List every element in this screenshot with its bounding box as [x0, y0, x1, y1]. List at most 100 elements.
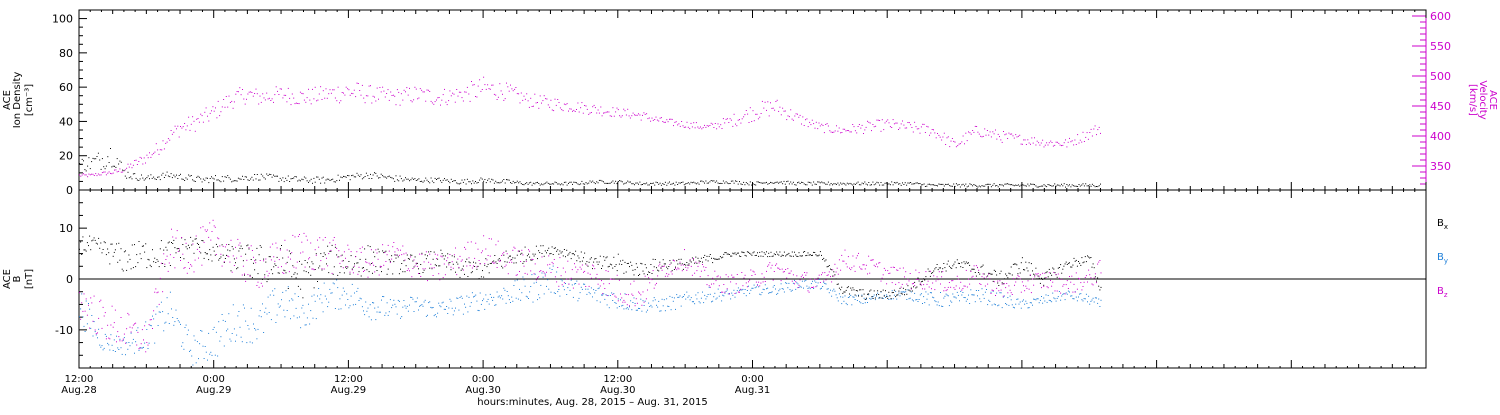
bx-series-point — [899, 287, 901, 289]
velocity-series-point — [1046, 142, 1048, 144]
by-series-point — [506, 291, 508, 292]
velocity-series-point — [797, 113, 798, 115]
density-series-point — [844, 183, 846, 185]
velocity-series-point — [545, 98, 547, 100]
bx-series-point — [109, 263, 111, 265]
density-series-point — [875, 183, 877, 185]
bz-series-point — [657, 275, 659, 277]
bz-series-point — [957, 278, 959, 280]
velocity-series-point — [497, 96, 499, 98]
density-series-point — [157, 176, 159, 178]
bz-series-point — [1062, 285, 1064, 287]
bz-series-point — [363, 271, 364, 272]
by-series-point — [116, 335, 117, 337]
bx-series-point — [1002, 283, 1004, 285]
bx-series-point — [580, 251, 582, 253]
bz-series-point — [1015, 281, 1017, 283]
density-series-point — [1024, 185, 1026, 187]
velocity-series-point — [747, 113, 749, 115]
bx-series-point — [402, 271, 404, 273]
velocity-series-point — [642, 114, 643, 116]
by-series-point — [130, 332, 132, 334]
by-series-point — [876, 295, 877, 297]
by-series-point — [670, 309, 672, 311]
bx-series-point — [354, 263, 355, 265]
by-series-point — [1079, 293, 1081, 295]
bx-series-point — [211, 260, 213, 262]
bz-series-point — [724, 291, 726, 293]
bz-series-point — [807, 290, 809, 292]
bz-series-point — [337, 256, 339, 258]
density-series-point — [930, 184, 932, 186]
bx-series-point — [563, 249, 565, 250]
bz-series-point — [583, 271, 584, 273]
density-series-point — [565, 181, 567, 183]
by-series-point — [571, 284, 573, 286]
density-series-point — [681, 182, 683, 183]
density-series-point — [569, 181, 571, 183]
density-series-point — [547, 182, 549, 184]
bz-series-point — [146, 342, 148, 343]
bz-series-point — [598, 279, 600, 280]
density-series-point — [949, 185, 951, 187]
bz-series-point — [521, 249, 523, 251]
bz-series-point — [248, 247, 250, 249]
bz-series-point — [395, 254, 397, 256]
bx-series-point — [792, 255, 794, 257]
by-series-point — [550, 291, 552, 293]
bx-series-point — [691, 257, 693, 259]
bx-series-point — [1023, 269, 1024, 271]
bz-series-point — [1012, 278, 1014, 280]
bx-series-point — [159, 248, 161, 250]
density-series-point — [436, 179, 437, 180]
density-series-point — [508, 179, 510, 181]
by-series-point — [1039, 299, 1041, 301]
density-series-point — [871, 184, 872, 186]
velocity-series-point — [786, 119, 788, 121]
density-series-point — [729, 183, 731, 184]
bz-series-point — [516, 274, 518, 276]
bz-series-point — [233, 265, 235, 266]
velocity-series-point — [550, 99, 552, 101]
bz-series-point — [691, 274, 693, 276]
bx-series-point — [230, 270, 232, 272]
velocity-series-point — [390, 91, 392, 93]
bx-series-point — [535, 245, 537, 247]
density-series-point — [558, 183, 560, 185]
by-series-point — [456, 297, 458, 299]
bx-series-point — [107, 248, 109, 250]
by-series-point — [429, 301, 431, 303]
velocity-series-point — [534, 93, 536, 95]
bx-series-point — [493, 260, 495, 262]
density-series-point — [231, 181, 233, 183]
by-series-point — [845, 302, 847, 304]
velocity-series-point — [376, 87, 378, 89]
bx-series-point — [1043, 284, 1045, 286]
velocity-series-point — [845, 130, 847, 132]
bz-series-point — [697, 265, 699, 267]
density-series-point — [128, 177, 130, 179]
bz-series-point — [387, 244, 389, 246]
bz-series-point — [587, 272, 589, 274]
bz-series-point — [97, 332, 98, 334]
density-series-point — [1000, 184, 1002, 186]
by-series-point — [900, 291, 902, 293]
velocity-series-point — [499, 83, 501, 85]
bx-series-point — [203, 257, 205, 259]
bx-series-point — [419, 273, 421, 274]
legend-main: B — [1437, 252, 1444, 263]
bx-series-point — [570, 258, 572, 260]
by-series-point — [614, 302, 616, 303]
bx-series-point — [86, 242, 88, 244]
velocity-series-point — [188, 116, 190, 118]
velocity-series-point — [1063, 142, 1065, 144]
bz-series-point — [1085, 275, 1087, 277]
density-series-point — [918, 183, 920, 185]
bx-series-point — [622, 259, 624, 261]
by-series-point — [588, 291, 590, 293]
bx-series-point — [552, 254, 554, 255]
bx-series-point — [412, 260, 414, 262]
velocity-series-point — [177, 125, 179, 127]
by-series-point — [1021, 300, 1023, 302]
bx-series-point — [915, 287, 917, 289]
